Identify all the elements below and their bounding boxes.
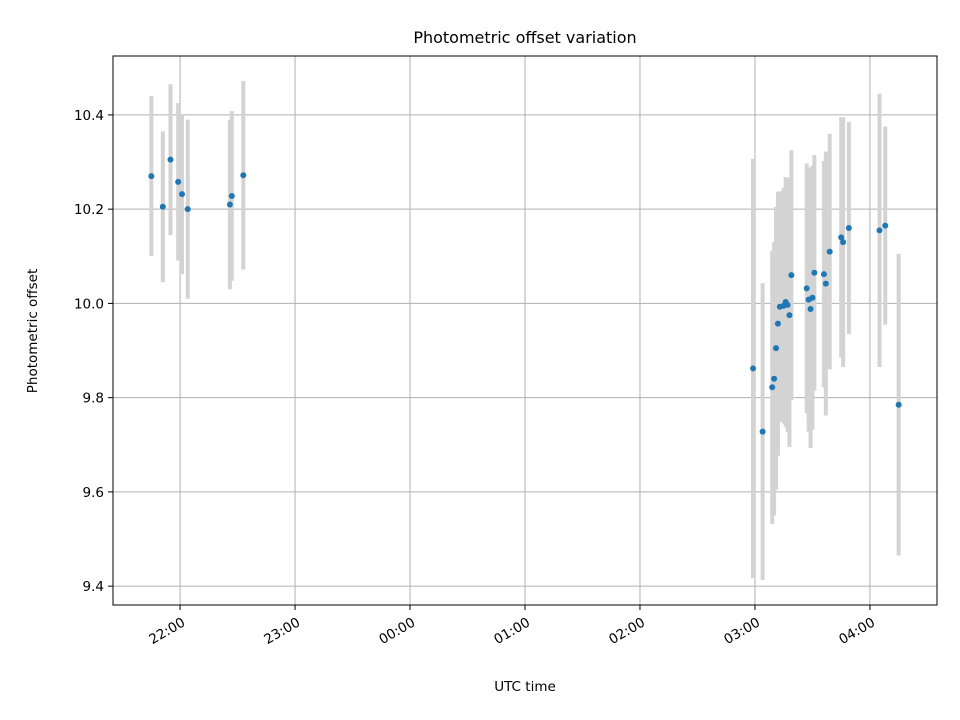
data-point: [788, 272, 795, 279]
data-point: [167, 156, 174, 163]
y-tick-label: 9.4: [83, 579, 104, 595]
chart-title: Photometric offset variation: [413, 28, 636, 47]
data-point: [845, 225, 852, 232]
data-point: [773, 345, 780, 352]
x-tick-label: 00:00: [376, 615, 418, 648]
data-point: [826, 248, 833, 255]
data-point: [240, 172, 247, 179]
data-point: [769, 384, 776, 391]
data-point: [840, 239, 847, 246]
data-point: [876, 227, 883, 234]
data-point: [178, 191, 185, 198]
data-point: [803, 285, 810, 292]
data-point: [807, 306, 814, 313]
data-point: [774, 320, 781, 327]
data-point: [226, 201, 233, 208]
y-axis-label: Photometric offset: [25, 269, 41, 393]
data-point: [822, 280, 829, 287]
x-axis-label: UTC time: [494, 679, 556, 695]
data-point: [809, 294, 816, 301]
data-point: [838, 234, 845, 241]
data-point: [148, 173, 155, 180]
data-point: [882, 222, 889, 229]
x-axis-ticks: 22:00 23:00 00:00 01:00 02:00 03:00 04:00: [146, 605, 878, 648]
y-tick-label: 10.4: [74, 108, 104, 124]
data-point: [750, 365, 757, 372]
data-point: [771, 375, 778, 382]
data-points: [148, 156, 902, 435]
data-point: [786, 312, 793, 319]
x-tick-label: 22:00: [146, 615, 188, 648]
data-point: [228, 192, 235, 199]
data-point: [184, 206, 191, 213]
x-tick-label: 02:00: [606, 615, 648, 648]
x-tick-label: 23:00: [261, 615, 303, 648]
x-tick-label: 04:00: [836, 615, 878, 648]
y-tick-label: 10.2: [74, 202, 104, 218]
y-tick-label: 9.6: [83, 485, 104, 501]
data-point: [895, 401, 902, 408]
data-point: [159, 203, 166, 210]
y-axis-ticks: 9.4 9.6 9.8 10.0 10.2 10.4: [74, 108, 113, 595]
data-point: [759, 428, 766, 435]
data-point: [820, 271, 827, 278]
y-tick-label: 9.8: [83, 391, 104, 407]
data-point: [175, 178, 182, 185]
data-point: [811, 269, 818, 276]
y-tick-label: 10.0: [74, 296, 104, 312]
data-point: [784, 301, 791, 308]
x-tick-label: 01:00: [491, 615, 533, 648]
x-tick-label: 03:00: [721, 615, 763, 648]
